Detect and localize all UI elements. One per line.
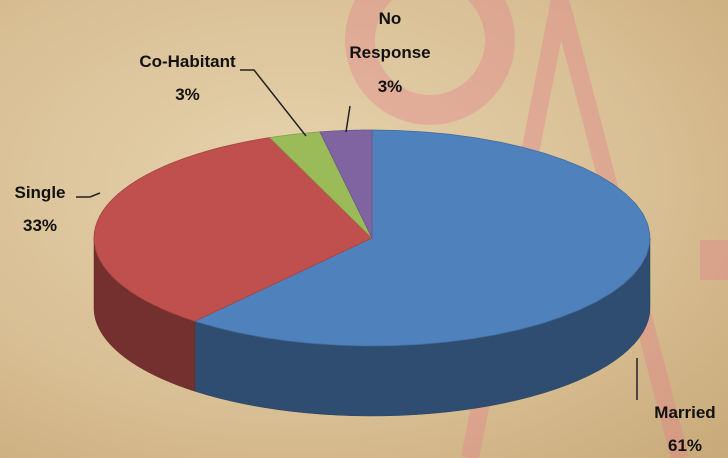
category-label: Single: [14, 183, 66, 202]
data-label: Co-Habitant 3%: [125, 45, 250, 111]
slice: [193, 129, 651, 347]
category-label: Married: [654, 403, 716, 422]
slice: [93, 137, 373, 322]
leader-lines: [76, 69, 638, 400]
slice: [268, 131, 373, 239]
data-label: No Response 3%: [340, 2, 440, 104]
pie: [93, 129, 651, 417]
category-label: No Response: [349, 9, 431, 62]
value-label: 61%: [667, 436, 703, 455]
category-label: Co-Habitant: [139, 52, 236, 71]
value-label: 3%: [175, 85, 200, 104]
value-label: 3%: [377, 77, 403, 96]
value-label: 33%: [22, 216, 58, 235]
data-label: Single 33%: [0, 176, 80, 242]
data-label: Married 61%: [640, 396, 728, 458]
